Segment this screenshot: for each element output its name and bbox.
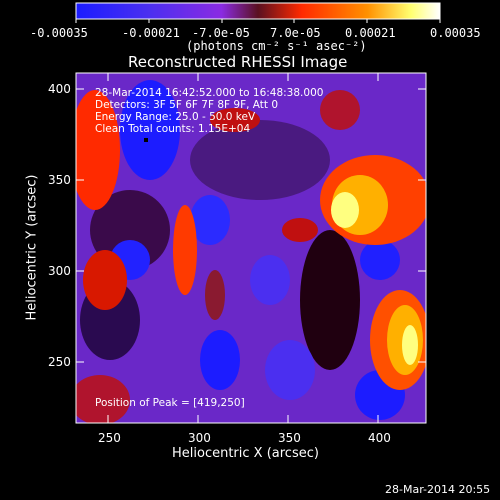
colorbar-tick-label: -0.00035 (30, 26, 88, 40)
x-tick-label: 250 (98, 431, 121, 445)
x-tick-label: 300 (188, 431, 211, 445)
y-tick-label: 300 (48, 264, 71, 278)
timestamp: 28-Mar-2014 20:55 (385, 483, 491, 496)
plot-frame (75, 72, 427, 424)
info-line-time: 28-Mar-2014 16:42:52.000 to 16:48:38.000 (95, 87, 324, 99)
rhessi-image (76, 73, 426, 423)
x-tick-label: 350 (278, 431, 301, 445)
peak-position: Position of Peak = [419,250] (95, 397, 245, 409)
y-axis-title: Heliocentric Y (arcsec) (24, 174, 40, 321)
colorbar-rect (75, 2, 441, 20)
info-line-clean: Clean Total counts: 1.15E+04 (95, 123, 251, 135)
x-axis-ticks (107, 73, 379, 423)
colorbar-units: (photons cm⁻² s⁻¹ asec⁻²) (186, 39, 367, 53)
colorbar-ticks (75, 19, 441, 23)
x-axis-title: Heliocentric X (arcsec) (172, 446, 319, 461)
colorbar-tick-label: 0.00021 (345, 26, 396, 40)
y-axis-ticks (76, 88, 426, 363)
info-line-energy: Energy Range: 25.0 - 50.0 keV (95, 111, 256, 123)
colorbar-tick-label: -7.0e-05 (192, 26, 250, 40)
plot-title: Reconstructed RHESSI Image (128, 53, 348, 71)
colorbar-tick-label: 7.0e-05 (270, 26, 321, 40)
y-tick-label: 250 (48, 355, 71, 369)
y-tick-label: 400 (48, 82, 71, 96)
x-tick-label: 400 (368, 431, 391, 445)
colorbar-tick-label: -0.00021 (122, 26, 180, 40)
y-tick-label: 350 (48, 173, 71, 187)
colorbar-tick-label: 0.00035 (430, 26, 481, 40)
info-line-detectors: Detectors: 3F 5F 6F 7F 8F 9F, Att 0 (95, 99, 279, 111)
